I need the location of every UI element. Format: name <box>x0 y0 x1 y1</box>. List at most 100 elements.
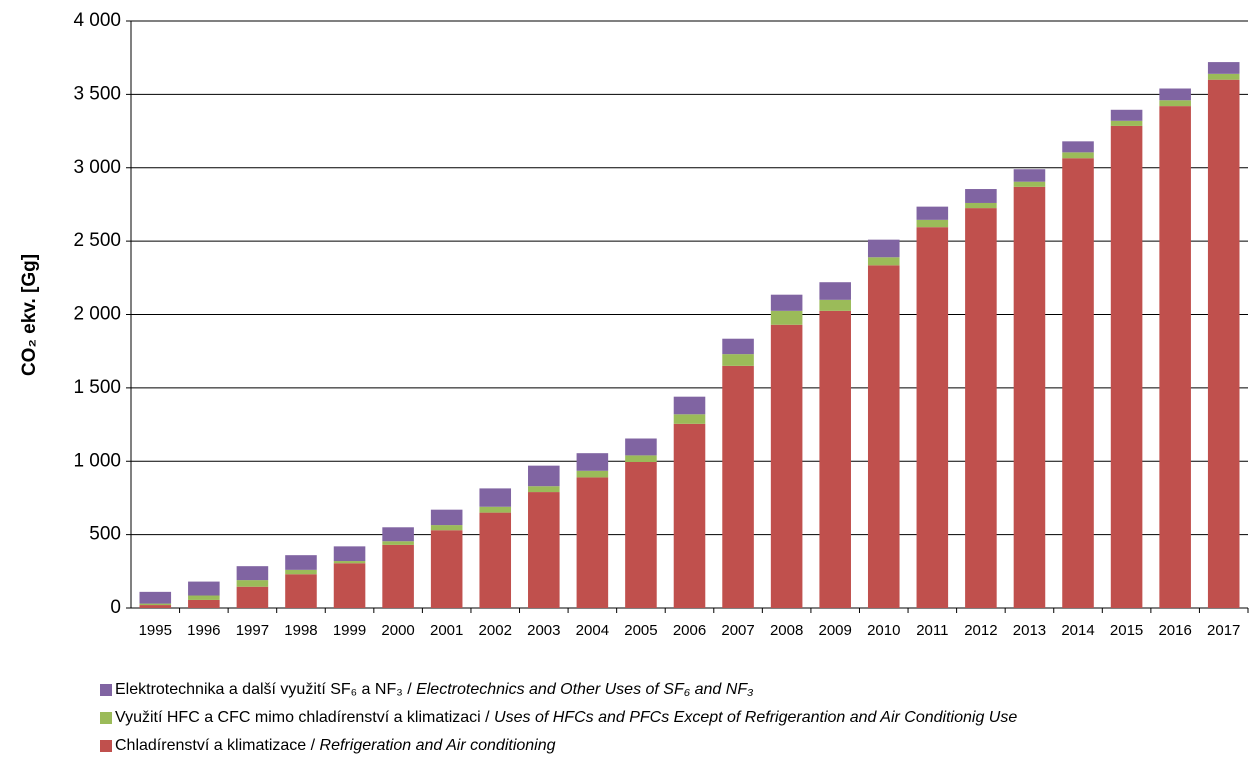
y-tick-label: 3 000 <box>73 157 121 178</box>
y-axis-label: CO₂ ekv. [Gg] <box>19 254 40 376</box>
bar-segment <box>673 414 706 424</box>
bar-segment <box>1013 169 1046 182</box>
bar-segment <box>625 455 657 462</box>
bar-segment <box>1159 106 1191 609</box>
x-tick-label: 2010 <box>867 622 900 639</box>
x-tick-label: 1999 <box>333 622 366 639</box>
bar-segment <box>916 227 949 608</box>
x-tick-label: 1995 <box>139 622 172 639</box>
bar-segment <box>673 396 706 415</box>
bar-segment <box>528 492 560 608</box>
bar-segment <box>819 282 851 300</box>
bar-segment <box>430 530 463 608</box>
y-tick-label: 2 000 <box>73 304 121 325</box>
x-tick-label: 2005 <box>624 622 657 639</box>
bar-segment <box>722 338 754 355</box>
bar-segment <box>770 310 803 325</box>
bar-segment <box>236 580 269 587</box>
legend-label: Chladírenství a klimatizace / Refrigerat… <box>115 737 556 754</box>
bar-segment <box>1207 62 1240 74</box>
y-tick-label: 2 500 <box>73 230 121 251</box>
bar-segment <box>188 581 220 596</box>
y-tick-label: 4 000 <box>73 10 121 31</box>
x-tick-label: 2015 <box>1110 622 1143 639</box>
bar-segment <box>1110 109 1143 121</box>
x-tick-label: 2012 <box>964 622 997 639</box>
bar-segment <box>722 354 754 366</box>
bar-segment <box>625 461 657 608</box>
bar-segment <box>916 219 949 228</box>
legend-label: Využití HFC a CFC mimo chladírenství a k… <box>115 709 1017 726</box>
x-tick-label: 2004 <box>576 622 609 639</box>
x-tick-label: 2016 <box>1158 622 1191 639</box>
bar-segment <box>867 265 900 608</box>
bar-segment <box>1159 100 1191 107</box>
bar-segment <box>382 544 414 608</box>
bar-segment <box>576 470 609 478</box>
x-tick-label: 2001 <box>430 622 463 639</box>
legend-swatch <box>100 740 112 752</box>
bar-segment <box>867 239 900 258</box>
x-tick-label: 2009 <box>819 622 852 639</box>
bar-segment <box>188 595 220 600</box>
x-tick-label: 2014 <box>1061 622 1094 639</box>
bar-segment <box>479 488 512 507</box>
y-tick-label: 1 000 <box>73 450 121 471</box>
bar-segment <box>382 541 414 545</box>
bar-segment <box>479 512 512 608</box>
bar-segment <box>1207 73 1240 80</box>
bar-segment <box>916 206 949 220</box>
bar-segment <box>382 527 414 542</box>
legend-swatch <box>100 712 112 724</box>
bar-segment <box>1110 125 1143 609</box>
bar-segment <box>965 189 997 203</box>
bar-segment <box>333 561 366 564</box>
y-tick-label: 500 <box>89 524 121 545</box>
x-tick-label: 2008 <box>770 622 803 639</box>
bar-segment <box>285 555 317 570</box>
y-tick-label: 1 500 <box>73 377 121 398</box>
bar-segment <box>1062 152 1094 159</box>
bar-segment <box>285 569 317 575</box>
bar-segment <box>965 202 997 209</box>
bar-segment <box>285 574 317 608</box>
x-tick-label: 2006 <box>673 622 706 639</box>
bar-segment <box>1062 158 1094 608</box>
bar-segment <box>430 509 463 526</box>
x-tick-label: 2003 <box>527 622 560 639</box>
x-tick-label: 2002 <box>479 622 512 639</box>
x-tick-label: 2007 <box>721 622 754 639</box>
bar-segment <box>867 257 900 266</box>
x-tick-label: 1996 <box>187 622 220 639</box>
bar-segment <box>576 477 609 608</box>
bar-segment <box>965 208 997 608</box>
bar-segment <box>479 506 512 513</box>
x-tick-label: 2013 <box>1013 622 1046 639</box>
bar-segment <box>819 310 851 608</box>
bar-segment <box>1110 120 1143 126</box>
bar-segment <box>528 465 560 487</box>
x-tick-label: 2017 <box>1207 622 1240 639</box>
bar-segment <box>1207 79 1240 608</box>
bar-segment <box>1062 141 1094 153</box>
legend-label: Elektrotechnika a další využití SF₆ a NF… <box>115 681 753 698</box>
bar-segment <box>528 486 560 493</box>
bar-segment <box>625 438 657 456</box>
bar-segment <box>333 546 366 562</box>
y-tick-label: 3 500 <box>73 83 121 104</box>
bar-segment <box>139 591 172 604</box>
bar-segment <box>139 605 172 608</box>
legend-swatch <box>100 684 112 696</box>
bar-segment <box>770 324 803 608</box>
x-tick-label: 1998 <box>284 622 317 639</box>
bar-segment <box>1013 181 1046 187</box>
bar-segment <box>1159 88 1191 101</box>
x-tick-label: 2011 <box>916 622 948 639</box>
bar-segment <box>673 423 706 608</box>
bar-segment <box>139 603 172 606</box>
bar-segment <box>722 365 754 608</box>
bar-segment <box>333 563 366 608</box>
bar-segment <box>770 294 803 311</box>
bar-segment <box>188 599 220 608</box>
